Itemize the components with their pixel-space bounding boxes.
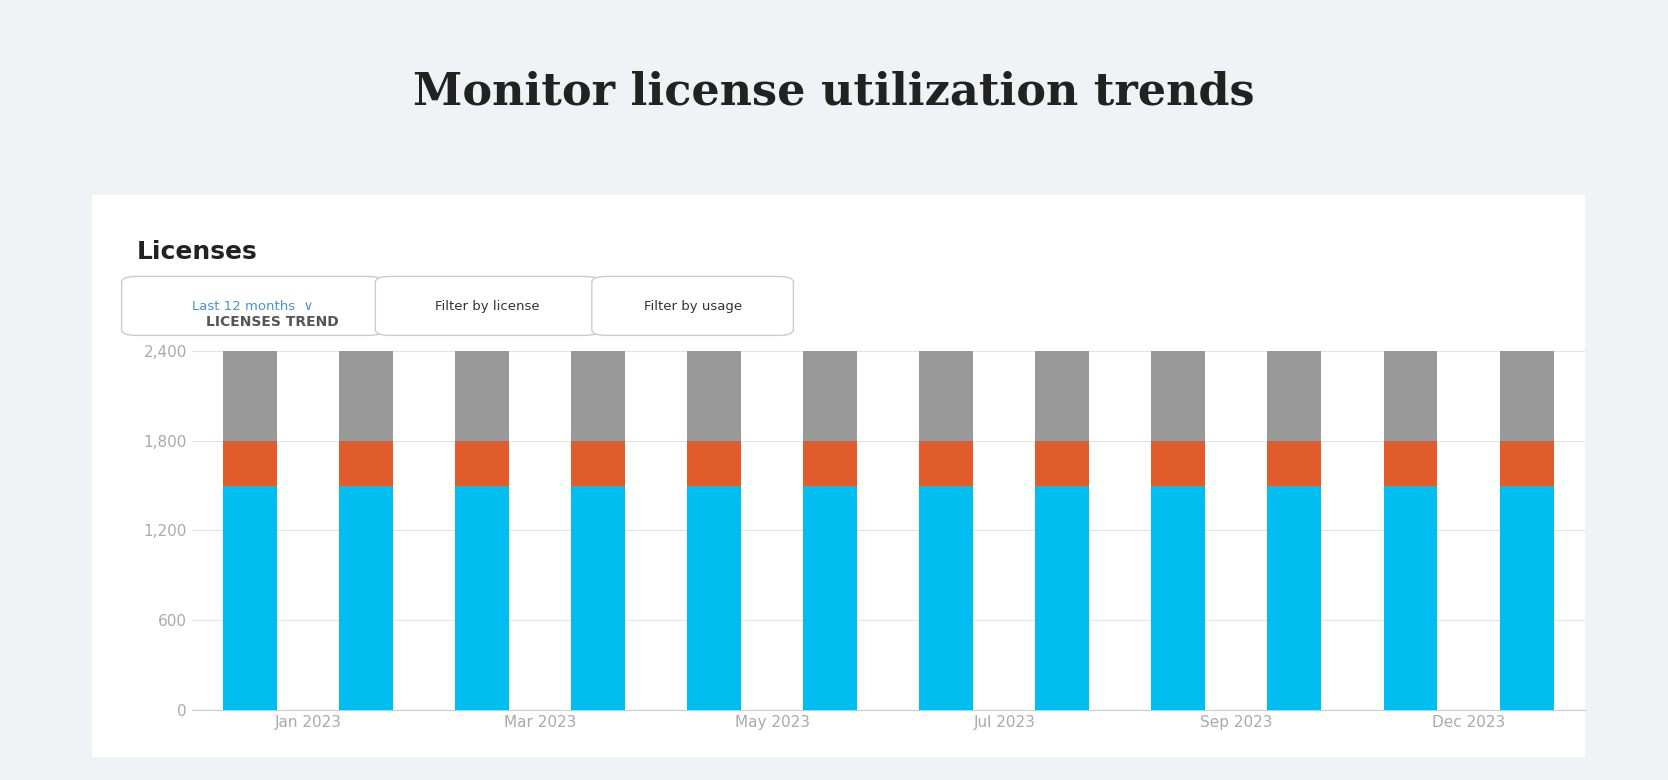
Bar (570, 485, 626, 710)
Bar (687, 485, 741, 710)
Bar (687, 351, 741, 441)
Bar (1500, 441, 1553, 485)
Bar (224, 485, 277, 710)
Bar (455, 441, 509, 485)
Bar (455, 351, 509, 441)
Bar (919, 441, 972, 485)
Bar (1268, 485, 1321, 710)
FancyBboxPatch shape (122, 276, 384, 335)
Bar (570, 441, 626, 485)
Bar (224, 351, 277, 441)
Text: Monitor license utilization trends: Monitor license utilization trends (414, 70, 1254, 113)
Bar (1383, 351, 1438, 441)
Bar (1036, 351, 1089, 441)
Bar (1151, 351, 1206, 441)
Bar (224, 441, 277, 485)
Bar (919, 485, 972, 710)
Text: Filter by license: Filter by license (435, 300, 540, 313)
Bar (1151, 441, 1206, 485)
Bar (1383, 485, 1438, 710)
Bar (339, 485, 394, 710)
Bar (455, 485, 509, 710)
Bar (570, 351, 626, 441)
Text: Licenses: Licenses (137, 240, 257, 264)
FancyBboxPatch shape (375, 276, 599, 335)
Bar (1383, 441, 1438, 485)
Bar (339, 441, 394, 485)
Bar (339, 351, 394, 441)
Bar (804, 351, 857, 441)
Bar (1268, 351, 1321, 441)
Text: LICENSES TREND: LICENSES TREND (205, 315, 339, 329)
Bar (1500, 351, 1553, 441)
Bar (1151, 485, 1206, 710)
Text: Filter by usage: Filter by usage (644, 300, 742, 313)
Bar (919, 351, 972, 441)
Bar (804, 441, 857, 485)
Bar (804, 485, 857, 710)
Bar (1500, 485, 1553, 710)
FancyBboxPatch shape (592, 276, 794, 335)
Bar (1036, 485, 1089, 710)
Text: Last 12 months  ∨: Last 12 months ∨ (192, 300, 314, 313)
Bar (1268, 441, 1321, 485)
Bar (1036, 441, 1089, 485)
Bar (687, 441, 741, 485)
